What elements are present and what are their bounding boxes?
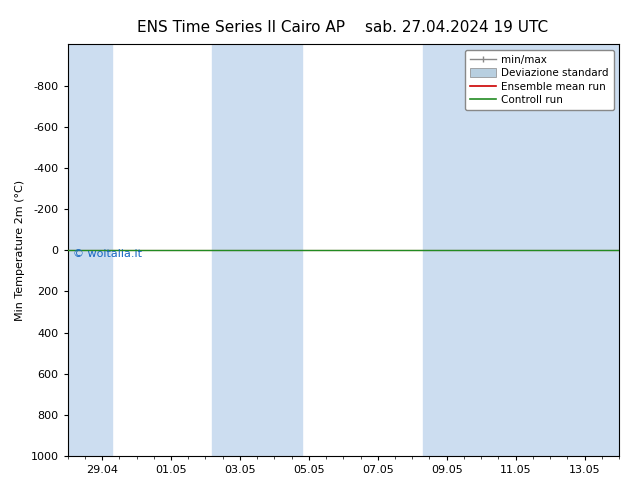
Legend: min/max, Deviazione standard, Ensemble mean run, Controll run: min/max, Deviazione standard, Ensemble m…	[465, 49, 614, 110]
Text: ENS Time Series Il Cairo AP: ENS Time Series Il Cairo AP	[137, 20, 345, 35]
Bar	[422, 45, 619, 456]
Bar	[68, 45, 112, 456]
Text: © woitalia.it: © woitalia.it	[73, 249, 142, 259]
Text: sab. 27.04.2024 19 UTC: sab. 27.04.2024 19 UTC	[365, 20, 548, 35]
Y-axis label: Min Temperature 2m (°C): Min Temperature 2m (°C)	[15, 180, 25, 321]
Bar	[212, 45, 302, 456]
